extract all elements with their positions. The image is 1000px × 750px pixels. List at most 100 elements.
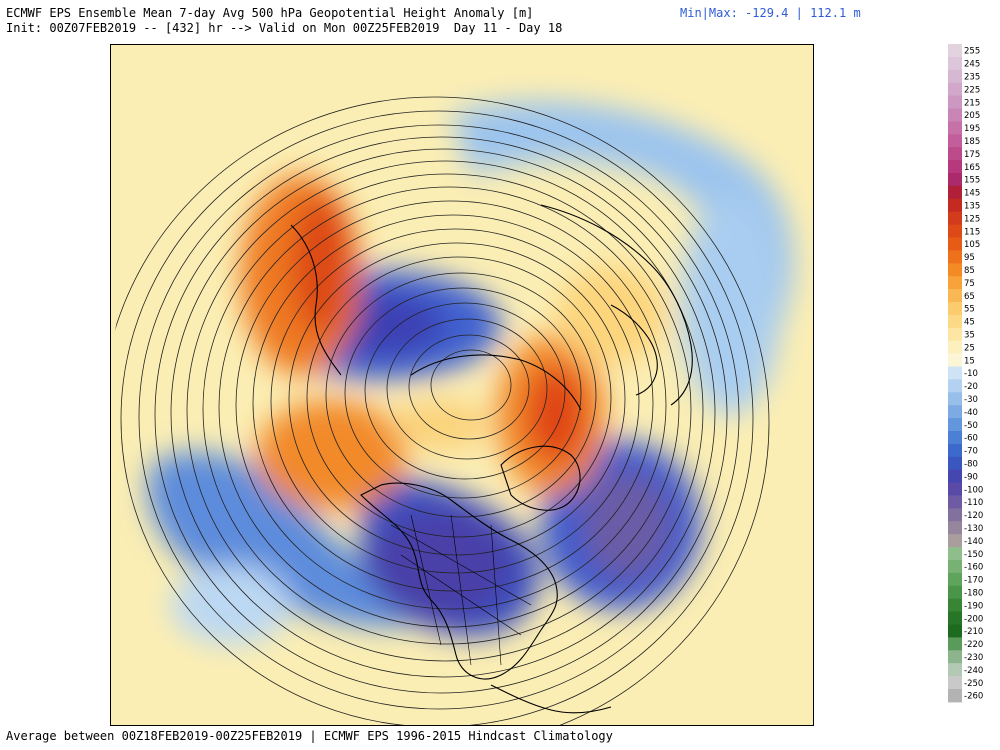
- colorbar-swatch: [948, 676, 962, 690]
- colorbar-swatch: [948, 56, 962, 71]
- height-contour: [111, 96, 770, 725]
- coastlines: [290, 204, 693, 714]
- colorbar-swatch: [948, 585, 962, 600]
- height-contour: [288, 242, 626, 556]
- height-contour: [325, 272, 597, 518]
- polar-map: [110, 44, 814, 726]
- colorbar-swatch: [948, 198, 962, 213]
- height-contour: [218, 186, 680, 628]
- colorbar-label: -90: [964, 472, 978, 482]
- colorbar-label: 45: [964, 318, 975, 328]
- colorbar-label: -220: [964, 640, 983, 650]
- boundary-line: [450, 514, 472, 666]
- height-contour: [344, 287, 582, 499]
- colorbar-swatch: [948, 534, 962, 548]
- colorbar-swatch: [948, 134, 962, 148]
- max-value: 112.1: [810, 6, 847, 20]
- colorbar-label: -130: [964, 524, 983, 534]
- colorbar-swatch: [948, 121, 962, 135]
- colorbar-swatch: [948, 521, 962, 535]
- colorbar-label: 85: [964, 266, 975, 276]
- colorbar-swatch: [948, 469, 962, 484]
- boundary-line: [400, 554, 522, 636]
- colorbar-label: 65: [964, 292, 975, 302]
- colorbar-label: 185: [964, 137, 980, 147]
- colorbar-label: -140: [964, 537, 983, 547]
- colorbar-swatch: [948, 405, 962, 419]
- colorbar-label: -70: [964, 447, 978, 457]
- colorbar-label: -40: [964, 408, 978, 418]
- colorbar-label: -60: [964, 434, 978, 444]
- colorbar-label: 215: [964, 98, 980, 108]
- height-contour: [170, 148, 716, 678]
- colorbar-swatch: [948, 663, 962, 677]
- coastline-caribbean: [490, 684, 612, 714]
- boundary-line: [410, 514, 442, 646]
- colorbar-label: -150: [964, 550, 983, 560]
- colorbar-swatch: [948, 302, 962, 316]
- colorbar-label: -120: [964, 511, 983, 521]
- colorbar-label: -190: [964, 601, 983, 611]
- height-contour: [120, 110, 754, 725]
- colorbar-label: -10: [964, 369, 978, 379]
- colorbar-swatch: [948, 624, 962, 638]
- colorbar-label: 245: [964, 60, 980, 70]
- colorbar-label: -50: [964, 421, 978, 431]
- colorbar-swatch: [948, 160, 962, 174]
- height-contour: [430, 349, 512, 421]
- height-contour: [252, 214, 654, 592]
- colorbar-swatch: [948, 82, 962, 97]
- coastline-greenland: [500, 445, 581, 511]
- colorbar-swatch: [948, 443, 962, 458]
- colorbar-label: -100: [964, 485, 983, 495]
- colorbar-label: -260: [964, 692, 983, 702]
- anomaly-ridge-arctic: [391, 400, 491, 450]
- colorbar-label: -30: [964, 395, 978, 405]
- height-contour: [154, 136, 728, 694]
- colorbar-label: -110: [964, 498, 983, 508]
- colorbar-label: -210: [964, 627, 983, 637]
- colorbar-swatch: [948, 456, 962, 471]
- colorbar-swatch: [948, 250, 962, 264]
- colorbar-swatch: [948, 327, 962, 342]
- colorbar-swatch: [948, 353, 962, 367]
- anomaly-ridge-greenland-core: [526, 365, 586, 465]
- colorbar-swatch: [948, 482, 962, 496]
- anomaly-blue-rim: [171, 565, 291, 645]
- colorbar-label: 95: [964, 253, 975, 263]
- colorbar-swatch: [948, 508, 962, 522]
- colorbar-label: 205: [964, 111, 980, 121]
- colorbar-swatch: [948, 108, 962, 122]
- colorbar-swatch: [948, 263, 962, 277]
- colorbar-label: 75: [964, 279, 975, 289]
- map-title: ECMWF EPS Ensemble Mean 7-day Avg 500 hP…: [6, 6, 534, 20]
- init-valid-line: Init: 00Z07FEB2019 -- [432] hr --> Valid…: [6, 21, 563, 35]
- colorbar-swatch: [948, 598, 962, 613]
- height-contour: [138, 124, 740, 710]
- height-contour: [270, 228, 640, 574]
- colorbar-swatch: [948, 418, 962, 432]
- colorbar-label: 35: [964, 330, 975, 340]
- coastline-arctic: [410, 354, 582, 411]
- colorbar-label: 145: [964, 189, 980, 199]
- colorbar-label: -20: [964, 382, 978, 392]
- colorbar-swatch: [948, 185, 962, 200]
- colorbar-swatch: [948, 547, 962, 561]
- colorbar-label: -200: [964, 614, 983, 624]
- height-contours: [111, 96, 770, 725]
- colorbar-label: -80: [964, 459, 978, 469]
- colorbar-label: 255: [964, 47, 980, 57]
- colorbar-label: -170: [964, 576, 983, 586]
- colorbar-label: 195: [964, 124, 980, 134]
- colorbar-swatch: [948, 392, 962, 406]
- anomaly-low-na-core: [371, 510, 511, 620]
- colorbar-swatch: [948, 650, 962, 664]
- colorbar-swatch: [948, 224, 962, 238]
- anomaly-ridge-pacific: [256, 400, 406, 510]
- height-contour: [186, 160, 704, 662]
- min-value: -129.4: [745, 6, 789, 20]
- height-contour: [235, 200, 667, 610]
- height-contour: [306, 256, 612, 538]
- colorbar-label: 25: [964, 343, 975, 353]
- height-contour: [408, 334, 530, 440]
